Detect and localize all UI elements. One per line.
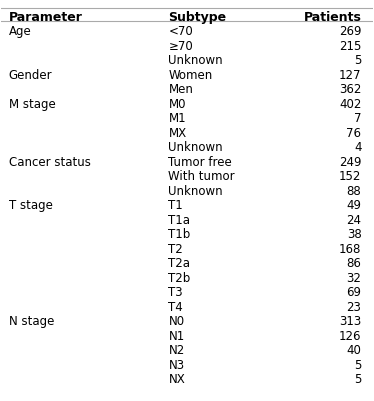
Text: Age: Age — [9, 25, 31, 38]
Text: 49: 49 — [346, 199, 362, 212]
Text: 5: 5 — [354, 373, 362, 386]
Text: T1: T1 — [168, 199, 183, 212]
Text: M0: M0 — [168, 98, 186, 111]
Text: T stage: T stage — [9, 199, 53, 212]
Text: 249: 249 — [339, 156, 362, 169]
Text: 40: 40 — [347, 344, 362, 357]
Text: N stage: N stage — [9, 315, 54, 328]
Text: <70: <70 — [168, 25, 193, 38]
Text: T4: T4 — [168, 301, 183, 314]
Text: 88: 88 — [347, 185, 362, 198]
Text: 269: 269 — [339, 25, 362, 38]
Text: 69: 69 — [346, 286, 362, 299]
Text: Gender: Gender — [9, 69, 52, 82]
Text: Unknown: Unknown — [168, 185, 223, 198]
Text: 23: 23 — [347, 301, 362, 314]
Text: Unknown: Unknown — [168, 54, 223, 67]
Text: With tumor: With tumor — [168, 170, 235, 183]
Text: Patients: Patients — [304, 11, 362, 24]
Text: 362: 362 — [339, 83, 362, 96]
Text: Parameter: Parameter — [9, 11, 83, 24]
Text: 5: 5 — [354, 54, 362, 67]
Text: M stage: M stage — [9, 98, 56, 111]
Text: 4: 4 — [354, 141, 362, 154]
Text: T2b: T2b — [168, 271, 191, 285]
Text: 32: 32 — [347, 271, 362, 285]
Text: 127: 127 — [339, 69, 362, 82]
Text: T2: T2 — [168, 243, 183, 256]
Text: N1: N1 — [168, 330, 185, 343]
Text: T3: T3 — [168, 286, 183, 299]
Text: MX: MX — [168, 127, 187, 140]
Text: 402: 402 — [339, 98, 362, 111]
Text: T1a: T1a — [168, 214, 190, 227]
Text: M1: M1 — [168, 112, 186, 125]
Text: Men: Men — [168, 83, 193, 96]
Text: T2a: T2a — [168, 257, 190, 270]
Text: 38: 38 — [347, 228, 362, 241]
Text: 168: 168 — [339, 243, 362, 256]
Text: T1b: T1b — [168, 228, 191, 241]
Text: N2: N2 — [168, 344, 185, 357]
Text: N3: N3 — [168, 358, 184, 372]
Text: 86: 86 — [347, 257, 362, 270]
Text: 152: 152 — [339, 170, 362, 183]
Text: 313: 313 — [339, 315, 362, 328]
Text: 7: 7 — [354, 112, 362, 125]
Text: ≥70: ≥70 — [168, 40, 193, 53]
Text: NX: NX — [168, 373, 185, 386]
Text: Women: Women — [168, 69, 213, 82]
Text: Subtype: Subtype — [168, 11, 227, 24]
Text: 76: 76 — [346, 127, 362, 140]
Text: Unknown: Unknown — [168, 141, 223, 154]
Text: N0: N0 — [168, 315, 184, 328]
Text: 215: 215 — [339, 40, 362, 53]
Text: Tumor free: Tumor free — [168, 156, 232, 169]
Text: 24: 24 — [346, 214, 362, 227]
Text: 5: 5 — [354, 358, 362, 372]
Text: 126: 126 — [339, 330, 362, 343]
Text: Cancer status: Cancer status — [9, 156, 91, 169]
